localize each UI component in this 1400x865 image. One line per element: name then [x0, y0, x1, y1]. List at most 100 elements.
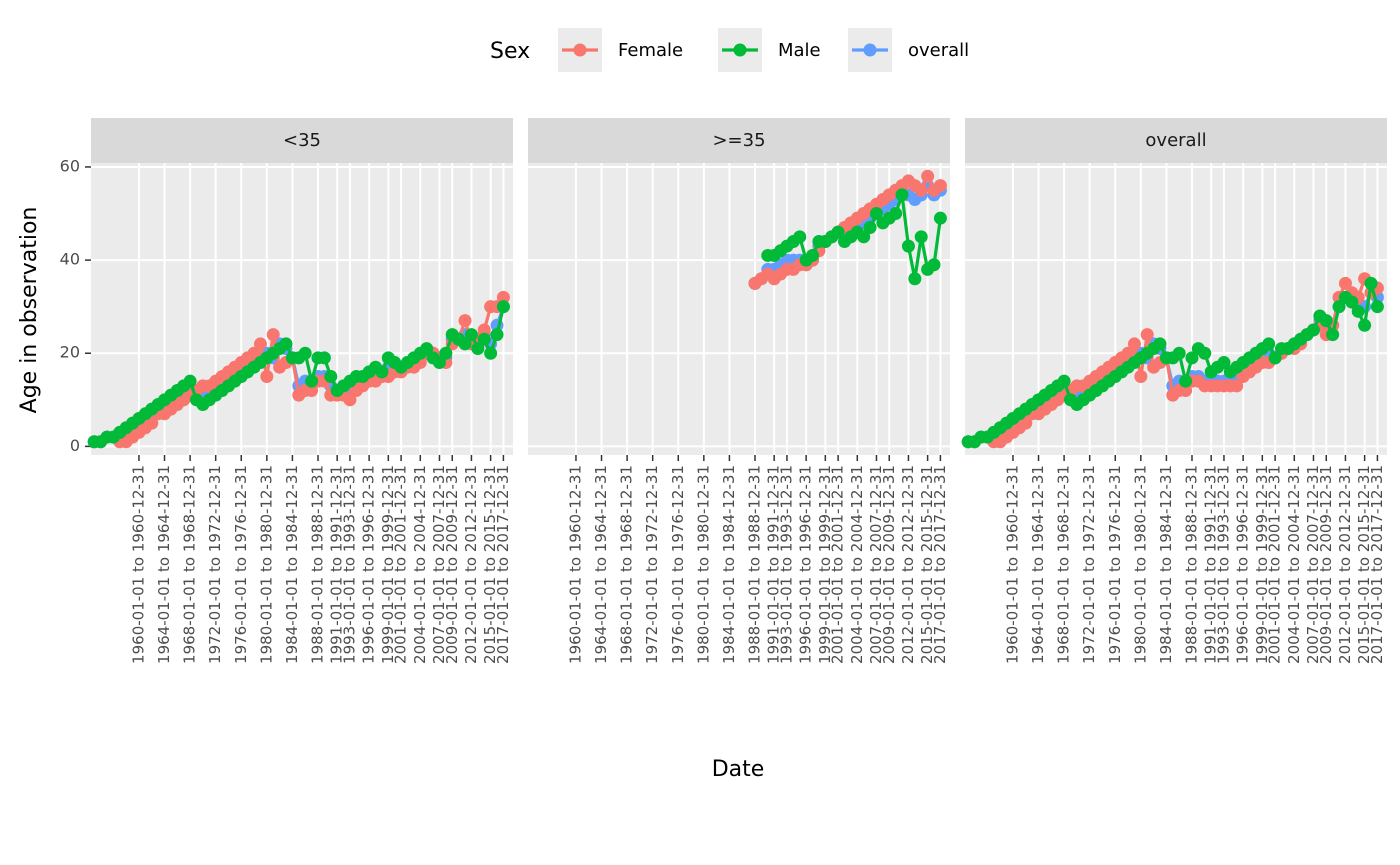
data-point [869, 207, 883, 221]
data-point [260, 370, 274, 384]
x-tick-label: 2012-01-01 to 2012-12-31 [899, 465, 917, 664]
data-point [914, 230, 928, 244]
x-tick-label: 1980-01-01 to 1980-12-31 [694, 465, 712, 664]
legend-label: Female [618, 40, 683, 61]
data-point [458, 314, 472, 328]
y-tick-label: 20 [60, 343, 80, 362]
data-point [1185, 351, 1199, 365]
data-point [863, 221, 877, 235]
data-point [793, 230, 807, 244]
x-tick-label: 1999-01-01 to 1999-12-31 [379, 465, 397, 664]
data-point [927, 258, 941, 272]
x-tick-label: 2017-01-01 to 2017-12-31 [931, 465, 949, 664]
data-point [1319, 314, 1333, 328]
x-tick-label: 2015-01-01 to 2015-12-31 [481, 465, 499, 664]
strip [965, 118, 1387, 163]
data-point [1364, 276, 1378, 290]
data-point [279, 337, 293, 351]
x-tick-label: 1991-01-01 to 1991-12-31 [328, 465, 346, 664]
data-point [1179, 374, 1193, 388]
x-tick-label: 1996-01-01 to 1996-12-31 [360, 465, 378, 664]
strip-label: <35 [283, 130, 321, 151]
data-point [496, 290, 510, 304]
x-tick-label: 1972-01-01 to 1972-12-31 [1080, 465, 1098, 664]
x-tick-label: 1984-01-01 to 1984-12-31 [283, 465, 301, 664]
data-point [305, 374, 319, 388]
x-tick-label: 1968-01-01 to 1968-12-31 [181, 465, 199, 664]
data-point [1358, 318, 1372, 332]
data-point [921, 169, 935, 183]
x-tick-label: 2007-01-01 to 2007-12-31 [1304, 465, 1322, 664]
data-point [375, 365, 389, 379]
data-point [1370, 300, 1384, 314]
data-point [1230, 379, 1244, 393]
x-tick-label: 2017-01-01 to 2017-12-31 [494, 465, 512, 664]
data-point [1121, 346, 1135, 360]
data-point [1134, 370, 1148, 384]
data-point [933, 211, 947, 225]
x-tick-label: 2015-01-01 to 2015-12-31 [918, 465, 936, 664]
data-point [1057, 374, 1071, 388]
data-point [1345, 295, 1359, 309]
y-tick-label: 0 [70, 436, 80, 455]
data-point [420, 342, 434, 356]
x-tick-label: 1984-01-01 to 1984-12-31 [720, 465, 738, 664]
data-point [1338, 276, 1352, 290]
x-tick-label: 1996-01-01 to 1996-12-31 [797, 465, 815, 664]
x-tick-label: 1988-01-01 to 1988-12-31 [745, 465, 763, 664]
data-point [1140, 328, 1154, 342]
x-tick-label: 1999-01-01 to 1999-12-31 [816, 465, 834, 664]
data-point [305, 383, 319, 397]
data-point [857, 230, 871, 244]
x-tick-label: 2004-01-01 to 2004-12-31 [848, 465, 866, 664]
data-point [1268, 351, 1282, 365]
data-point [806, 248, 820, 262]
strip [91, 118, 513, 163]
y-tick-label: 40 [60, 250, 80, 269]
legend-label: Male [778, 40, 821, 61]
data-point [324, 370, 338, 384]
x-tick-label: 2012-01-01 to 2012-12-31 [1336, 465, 1354, 664]
data-point [266, 328, 280, 342]
x-tick-label: 2017-01-01 to 2017-12-31 [1368, 465, 1386, 664]
data-point [247, 346, 261, 360]
data-point [1217, 356, 1231, 370]
x-tick-label: 1993-01-01 to 1993-12-31 [340, 465, 358, 664]
data-point [458, 337, 472, 351]
legend-title: Sex [490, 39, 530, 64]
data-point [889, 207, 903, 221]
y-axis-title: Age in observation [17, 207, 42, 414]
data-point [298, 346, 312, 360]
data-point [317, 351, 331, 365]
x-tick-label: 1972-01-01 to 1972-12-31 [206, 465, 224, 664]
legend-point [863, 43, 877, 57]
data-point [1351, 304, 1365, 318]
data-point [145, 416, 159, 430]
data-point [432, 356, 446, 370]
data-point [343, 393, 357, 407]
strip-label: overall [1145, 130, 1206, 151]
data-point [484, 346, 498, 360]
x-tick-label: 1991-01-01 to 1991-12-31 [765, 465, 783, 664]
data-point [490, 328, 504, 342]
x-tick-label: 2001-01-01 to 2001-12-31 [392, 465, 410, 664]
x-axis-title: Date [712, 757, 765, 782]
x-tick-label: 1960-01-01 to 1960-12-31 [1003, 465, 1021, 664]
data-point [1019, 416, 1033, 430]
x-tick-label: 2009-01-01 to 2009-12-31 [880, 465, 898, 664]
strip-label: >=35 [712, 130, 765, 151]
x-tick-label: 1993-01-01 to 1993-12-31 [1214, 465, 1232, 664]
data-point [1326, 328, 1340, 342]
x-tick-label: 1976-01-01 to 1976-12-31 [669, 465, 687, 664]
data-point [933, 179, 947, 193]
data-point [1172, 346, 1186, 360]
data-point [1332, 300, 1346, 314]
data-point [895, 188, 909, 202]
x-tick-label: 1976-01-01 to 1976-12-31 [232, 465, 250, 664]
strip [528, 118, 950, 163]
data-point [908, 272, 922, 286]
x-tick-label: 1964-01-01 to 1964-12-31 [1029, 465, 1047, 664]
data-point [914, 183, 928, 197]
data-point [477, 323, 491, 337]
